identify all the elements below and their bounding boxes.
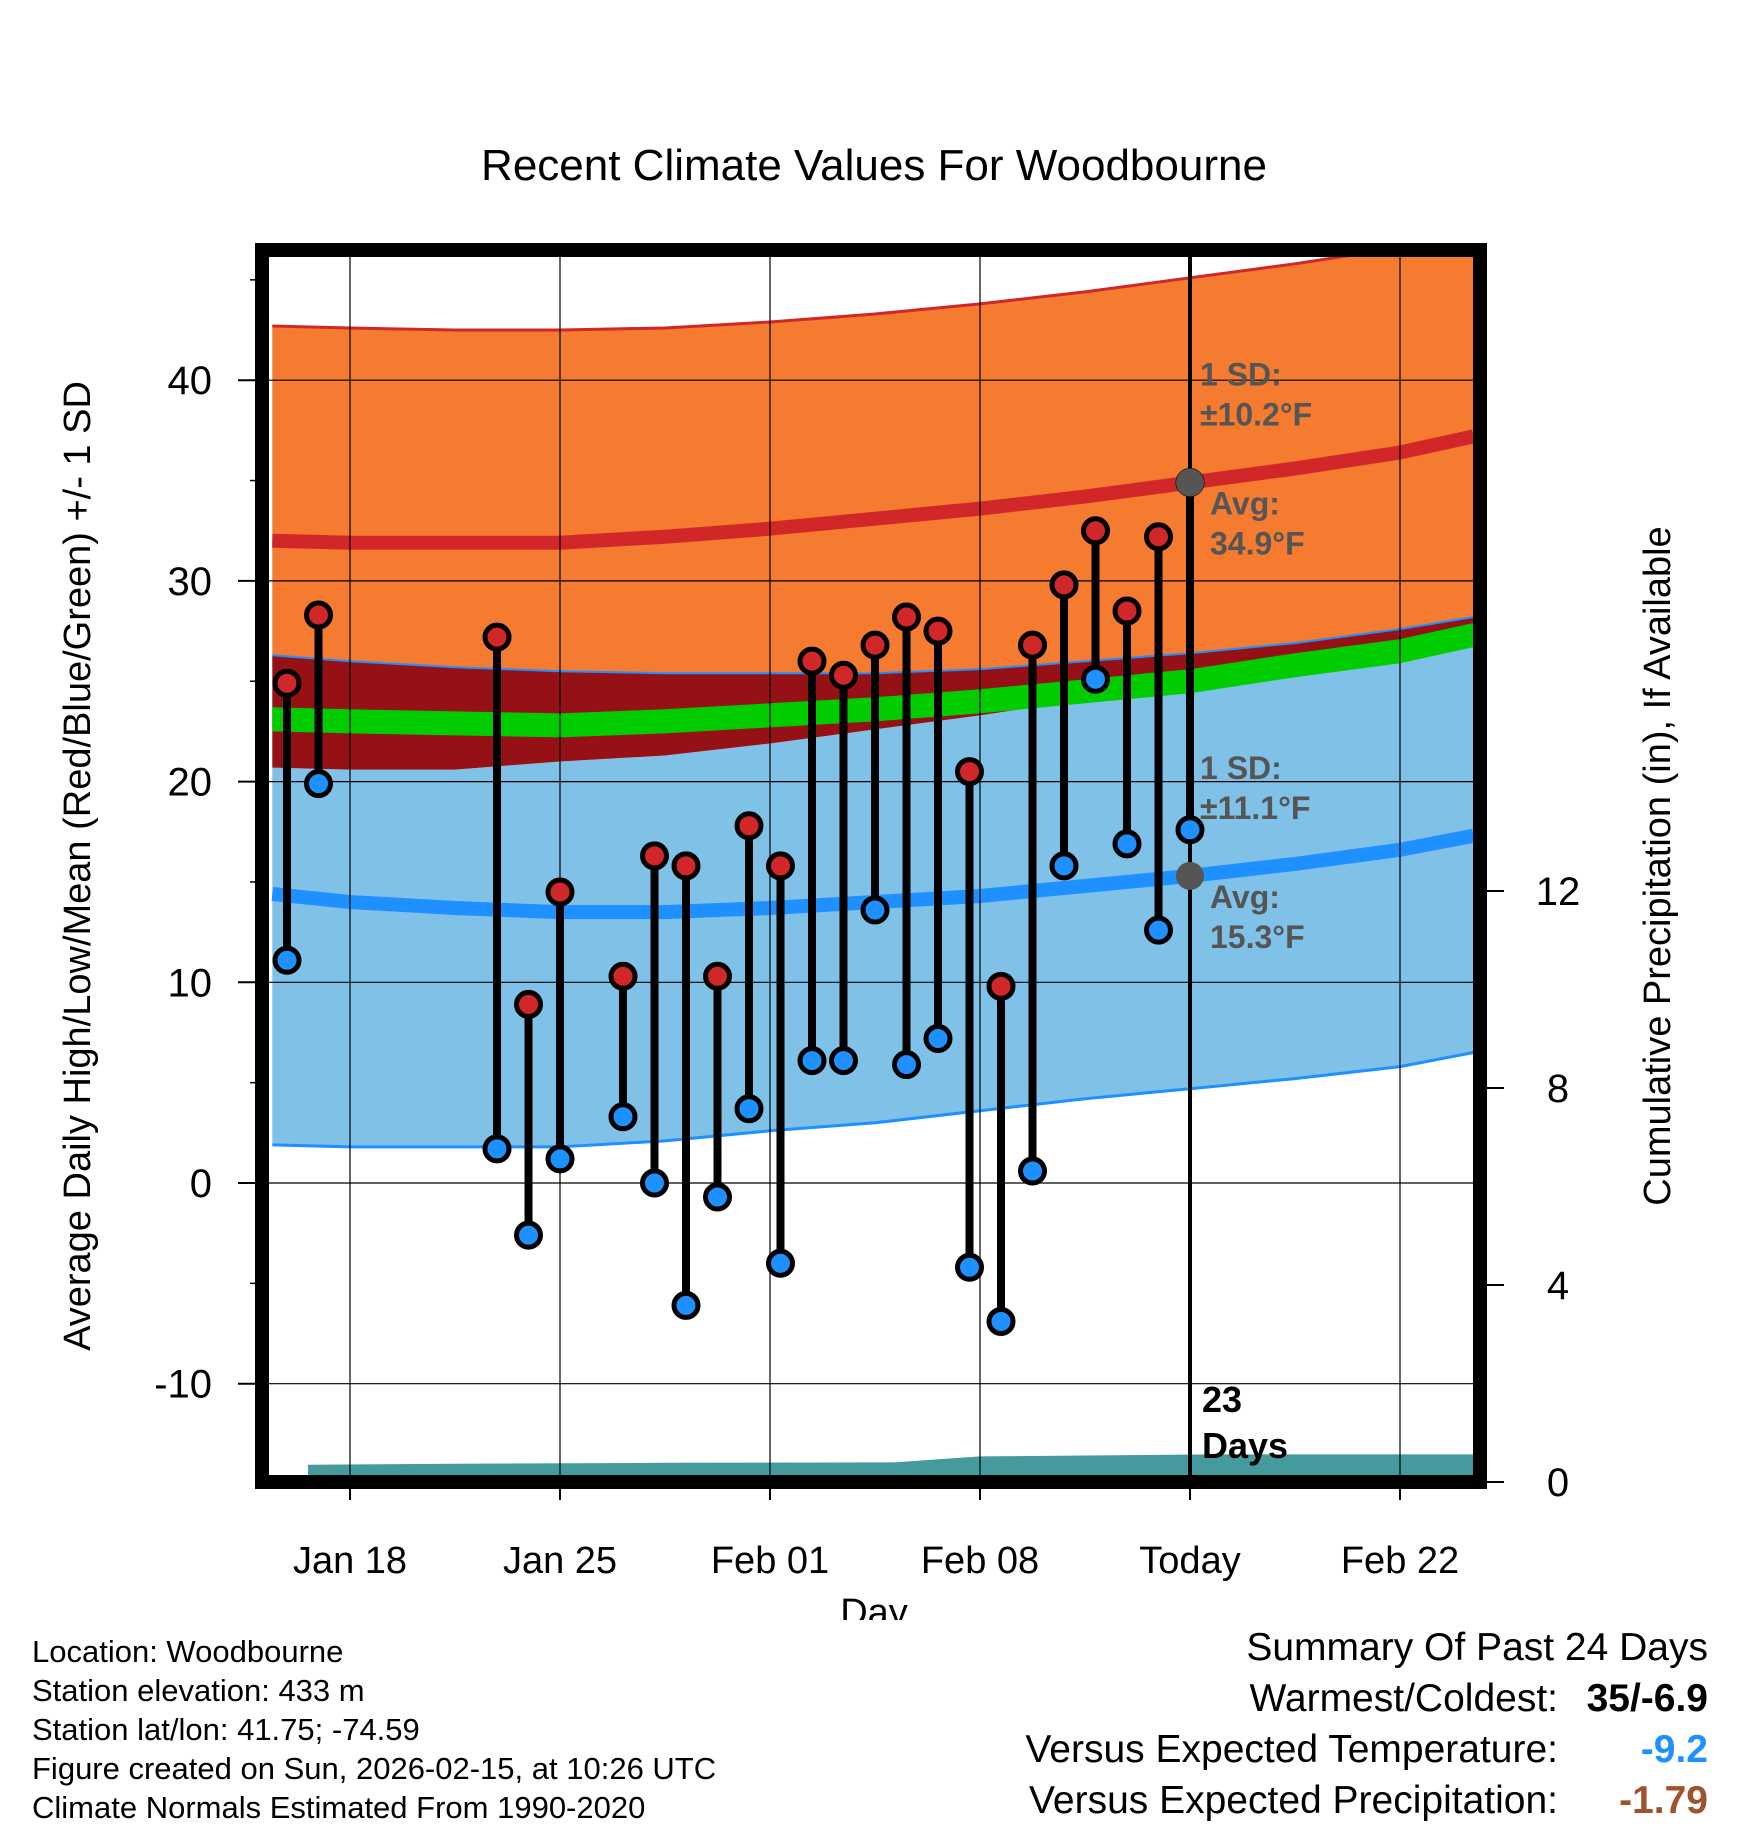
y2-tick-label: 8 [1547, 1067, 1569, 1111]
y-tick-label: 20 [168, 761, 213, 805]
high-sd-band [272, 250, 1474, 674]
obs-low-point [1112, 829, 1142, 859]
plot-frame [255, 243, 1487, 1489]
obs-high-point [860, 630, 890, 660]
y-axis-label: Average Daily High/Low/Mean (Red/Blue/Gr… [57, 381, 99, 1351]
obs-low-point [797, 1046, 827, 1076]
obs-low-point [514, 1220, 543, 1250]
today-high-sd-label: 1 SD: [1200, 357, 1282, 393]
warmest-coldest-value: 35/-6.9 [1586, 1677, 1708, 1720]
today-low-avg-value: 15.3°F [1210, 919, 1305, 955]
days-label: Days [1202, 1425, 1288, 1466]
high-normal-line [272, 429, 1475, 550]
y2-tick-label: 0 [1547, 1461, 1569, 1505]
obs-low-point [1049, 851, 1079, 881]
obs-high-point [923, 616, 953, 646]
obs-high-point [703, 961, 732, 991]
today-low-avg-label: Avg: [1210, 879, 1280, 915]
obs-low-point [1018, 1156, 1047, 1186]
x-tick-label: Feb 08 [921, 1540, 1039, 1582]
y2-axis-label: Cumulative Precipitation (in), If Availa… [1637, 526, 1679, 1205]
obs-high-point [304, 600, 333, 630]
today-high-avg-marker [1176, 468, 1204, 497]
x-tick-label: Jan 25 [503, 1540, 617, 1582]
obs-high-point [892, 602, 921, 632]
y-tick-label: 30 [168, 560, 213, 604]
obs-high-point [1144, 522, 1173, 552]
obs-high-point [671, 851, 701, 881]
obs-low-point [955, 1252, 984, 1282]
obs-low-point [923, 1023, 953, 1053]
obs-low-point [892, 1050, 921, 1080]
obs-low-point [860, 895, 890, 925]
today-low-sd-label: 1 SD: [1200, 750, 1282, 786]
obs-high-point [829, 660, 858, 690]
today-high-sd-value: ±10.2°F [1200, 397, 1312, 433]
chart-title: Recent Climate Values For Woodbourne [481, 141, 1267, 190]
summary-panel: Summary Of Past 24 Days Warmest/Coldest:… [1025, 1622, 1708, 1826]
station-info: Location: Woodbourne Station elevation: … [32, 1632, 716, 1827]
obs-low-point [545, 1144, 575, 1174]
obs-high-point [545, 877, 575, 907]
obs-low-point [1081, 664, 1110, 694]
expected-precip-label: Versus Expected Precipitation: [1029, 1779, 1558, 1822]
today-low-avg-marker [1176, 861, 1204, 890]
days-label: 23 [1202, 1379, 1242, 1420]
today-high-avg-label: Avg: [1210, 486, 1280, 522]
expected-temp-value: -9.2 [1640, 1728, 1708, 1771]
y2-tick-label: 4 [1547, 1264, 1569, 1308]
obs-high-point [734, 811, 764, 841]
y-tick-label: 10 [168, 961, 213, 1005]
obs-low-point [1144, 915, 1173, 945]
obs-low-point [608, 1102, 638, 1132]
x-axis-label: Day [840, 1592, 908, 1620]
obs-low-point [671, 1290, 701, 1320]
obs-high-point [766, 851, 795, 881]
station-location: Location: Woodbourne [32, 1634, 344, 1669]
obs-high-point [797, 646, 827, 676]
obs-high-point [1112, 596, 1142, 626]
y-tick-label: 40 [168, 359, 213, 403]
expected-temp-label: Versus Expected Temperature: [1025, 1728, 1558, 1771]
obs-high-point [640, 841, 669, 871]
obs-high-point [1018, 630, 1047, 660]
obs-low-point [829, 1046, 858, 1076]
x-tick-label: Jan 18 [293, 1540, 407, 1582]
x-tick-label: Today [1139, 1540, 1240, 1582]
y-tick-label: 0 [190, 1162, 212, 1206]
today-low-sd-value: ±11.1°F [1200, 790, 1310, 826]
station-latlon: Station lat/lon: 41.75; -74.59 [32, 1712, 420, 1747]
climate-normals-period: Climate Normals Estimated From 1990-2020 [32, 1790, 646, 1825]
warmest-coldest-label: Warmest/Coldest: [1249, 1677, 1558, 1720]
station-elevation: Station elevation: 433 m [32, 1673, 365, 1708]
today-high-avg-value: 34.9°F [1210, 526, 1305, 562]
y2-tick-label: 12 [1536, 870, 1581, 914]
obs-low-point [304, 769, 333, 799]
obs-low-point [986, 1306, 1016, 1336]
x-tick-label: Feb 22 [1341, 1540, 1459, 1582]
y-tick-label: -10 [154, 1363, 212, 1407]
obs-high-point [955, 757, 984, 787]
obs-low-point [482, 1134, 512, 1164]
expected-precip-value: -1.79 [1619, 1779, 1708, 1822]
low-lower-line [272, 1051, 1474, 1149]
obs-low-point [734, 1094, 764, 1124]
obs-low-point [703, 1182, 732, 1212]
obs-high-point [1081, 516, 1110, 546]
x-tick-label: Feb 01 [711, 1540, 829, 1582]
obs-high-point [1049, 570, 1079, 600]
obs-low-point [1175, 815, 1205, 845]
obs-high-point [272, 668, 302, 698]
climate-chart: Recent Climate Values For Woodbourne 1 S… [57, 141, 1679, 1620]
obs-high-point [986, 971, 1016, 1001]
obs-high-point [608, 961, 638, 991]
figure-created: Figure created on Sun, 2026-02-15, at 10… [32, 1751, 717, 1786]
obs-high-point [514, 989, 543, 1019]
high-upper-line [272, 250, 1395, 332]
summary-title: Summary Of Past 24 Days [1246, 1626, 1708, 1669]
obs-low-point [640, 1168, 669, 1198]
obs-low-point [272, 945, 302, 975]
obs-high-point [482, 622, 512, 652]
obs-low-point [766, 1248, 795, 1278]
